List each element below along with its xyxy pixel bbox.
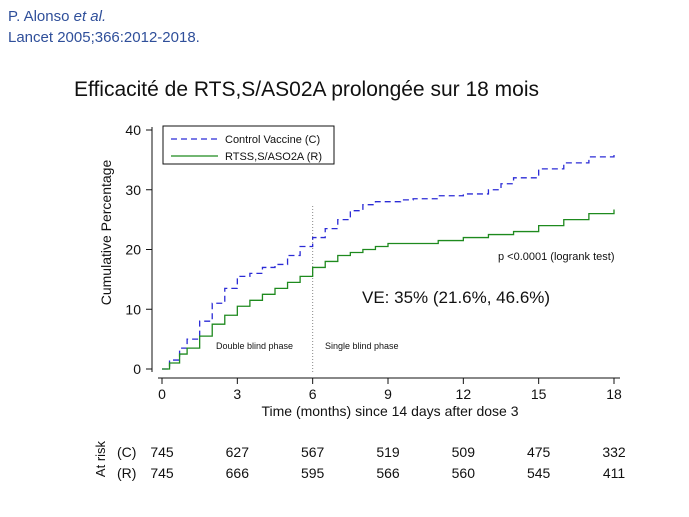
- phase-label-single-blind: Single blind phase: [325, 341, 399, 351]
- legend-label-control: Control Vaccine (C): [225, 134, 320, 146]
- at-risk-value: 567: [301, 444, 325, 460]
- citation-etal: et al.: [73, 8, 107, 25]
- chart-annotations: Double blind phase Single blind phase p <0…: [216, 251, 615, 351]
- at-risk-value: 411: [603, 465, 626, 481]
- at-risk-label: At risk: [93, 440, 108, 477]
- citation-journal: Lancet 2005;366:2012-2018.: [8, 29, 200, 46]
- at-risk-value: 509: [452, 444, 476, 460]
- at-risk-group-label: (R): [117, 465, 136, 481]
- x-tick-label: 18: [606, 386, 622, 402]
- y-tick-label: 20: [125, 242, 141, 258]
- y-axis-label: Cumulative Percentage: [98, 160, 114, 306]
- x-tick-label: 3: [233, 386, 241, 402]
- at-risk-value: 595: [301, 465, 325, 481]
- legend-box: [162, 125, 335, 165]
- y-tick-label: 30: [125, 182, 141, 198]
- at-risk-table: At risk (C) 745 627 567 519 509 475 332 (R) 745 666…: [93, 440, 626, 481]
- y-tick-label: 0: [133, 361, 141, 377]
- x-tick-label: 6: [309, 386, 317, 402]
- ve-annotation: VE: 35% (21.6%, 46.6%): [362, 288, 550, 307]
- at-risk-value: 666: [226, 465, 250, 481]
- citation-authors-line: P. Alonso et al.: [8, 6, 200, 27]
- series-line-control: [162, 152, 615, 370]
- at-risk-value: 566: [376, 465, 400, 481]
- at-risk-value: 332: [602, 444, 626, 460]
- at-risk-group-label: (C): [117, 444, 136, 460]
- x-axis-label: Time (months) since 14 days after dose 3: [261, 403, 518, 419]
- chart-plot-area: [162, 152, 615, 372]
- slide-title: Efficacité de RTS,S/AS02A prolongée sur …: [74, 78, 539, 101]
- chart-axes: 0 10 20 30 40 0 3 6 9 12 15 18 Time (months) since 1…: [98, 122, 622, 419]
- at-risk-value: 545: [527, 465, 551, 481]
- chart-legend: Control Vaccine (C) RTSS,S/ASO2A (R): [162, 125, 335, 165]
- at-risk-value: 519: [376, 444, 400, 460]
- series-line-rtss: [162, 209, 615, 370]
- citation: P. Alonso et al. Lancet 2005;366:2012-20…: [8, 6, 200, 48]
- y-tick-label: 40: [125, 122, 141, 138]
- at-risk-value: 560: [452, 465, 476, 481]
- citation-authors: P. Alonso: [8, 8, 70, 25]
- at-risk-value: 745: [150, 465, 174, 481]
- at-risk-value: 627: [226, 444, 250, 460]
- legend-label-rtss: RTSS,S/ASO2A (R): [225, 151, 322, 163]
- y-tick-label: 10: [125, 301, 141, 317]
- phase-label-double-blind: Double blind phase: [216, 341, 293, 351]
- x-tick-label: 0: [158, 386, 166, 402]
- x-tick-label: 15: [531, 386, 547, 402]
- x-tick-label: 9: [384, 386, 392, 402]
- at-risk-value: 475: [527, 444, 551, 460]
- x-tick-label: 12: [456, 386, 472, 402]
- at-risk-value: 745: [150, 444, 174, 460]
- pvalue-annotation: p <0.0001 (logrank test): [498, 251, 615, 263]
